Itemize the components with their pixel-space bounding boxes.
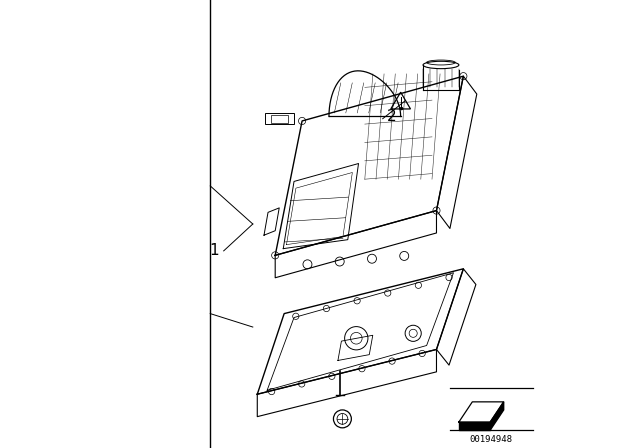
Bar	[271, 115, 288, 123]
Bar	[266, 113, 294, 125]
Text: 1: 1	[209, 243, 219, 258]
Polygon shape	[490, 402, 504, 430]
Text: 00194948: 00194948	[470, 435, 513, 444]
Text: 2: 2	[387, 109, 397, 124]
